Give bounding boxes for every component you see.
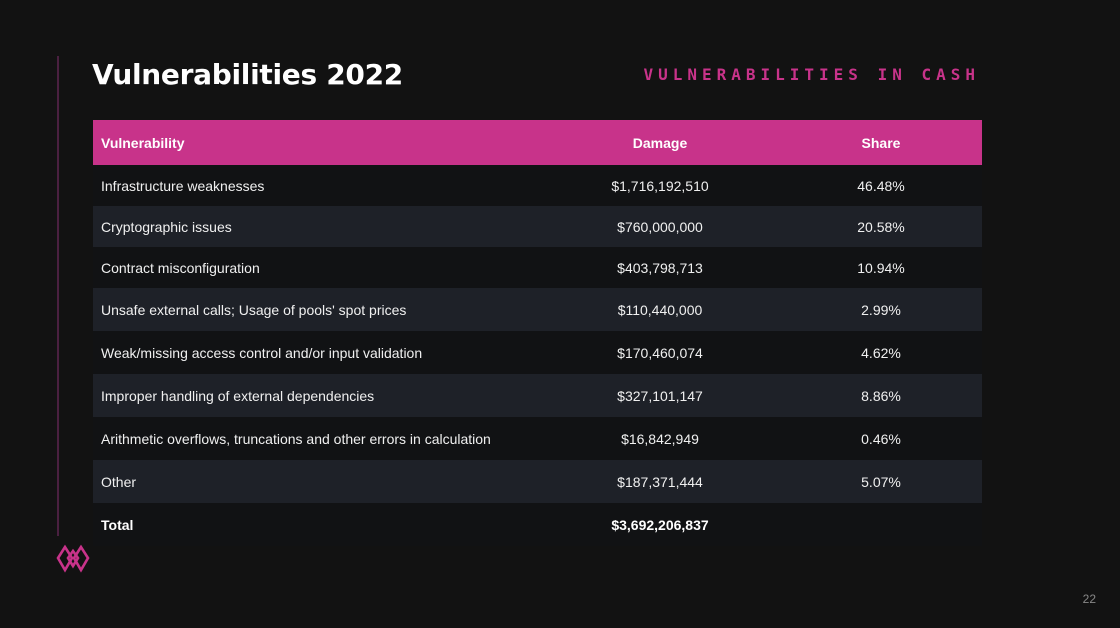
- cell-damage: $1,716,192,510: [540, 165, 780, 206]
- page-number: 22: [1082, 592, 1096, 606]
- total-damage: $3,692,206,837: [540, 503, 780, 546]
- table-row: Unsafe external calls; Usage of pools' s…: [93, 288, 982, 331]
- table-header-row: Vulnerability Damage Share: [93, 120, 982, 165]
- diamond-lattice-logo-icon: [56, 544, 90, 573]
- table-row: Cryptographic issues $760,000,000 20.58%: [93, 206, 982, 247]
- total-share: [780, 503, 982, 546]
- table-row: Contract misconfiguration $403,798,713 1…: [93, 247, 982, 288]
- cell-share: 2.99%: [780, 288, 982, 331]
- cell-vulnerability: Contract misconfiguration: [93, 247, 540, 288]
- cell-vulnerability: Cryptographic issues: [93, 206, 540, 247]
- header-damage: Damage: [540, 120, 780, 165]
- table-row: Infrastructure weaknesses $1,716,192,510…: [93, 165, 982, 206]
- cell-damage: $403,798,713: [540, 247, 780, 288]
- cell-vulnerability: Improper handling of external dependenci…: [93, 374, 540, 417]
- cell-damage: $16,842,949: [540, 417, 780, 460]
- cell-vulnerability: Weak/missing access control and/or input…: [93, 331, 540, 374]
- table-row: Weak/missing access control and/or input…: [93, 331, 982, 374]
- cell-damage: $170,460,074: [540, 331, 780, 374]
- cell-vulnerability: Infrastructure weaknesses: [93, 165, 540, 206]
- table-row: Arithmetic overflows, truncations and ot…: [93, 417, 982, 460]
- header-vulnerability: Vulnerability: [93, 120, 540, 165]
- cell-share: 0.46%: [780, 417, 982, 460]
- cell-damage: $187,371,444: [540, 460, 780, 503]
- cell-share: 5.07%: [780, 460, 982, 503]
- table-total-row: Total $3,692,206,837: [93, 503, 982, 546]
- cell-share: 10.94%: [780, 247, 982, 288]
- cell-damage: $760,000,000: [540, 206, 780, 247]
- cell-vulnerability: Unsafe external calls; Usage of pools' s…: [93, 288, 540, 331]
- slide-title: Vulnerabilities 2022: [92, 58, 403, 91]
- cell-vulnerability: Other: [93, 460, 540, 503]
- cell-share: 20.58%: [780, 206, 982, 247]
- total-label: Total: [93, 503, 540, 546]
- vulnerabilities-table: Vulnerability Damage Share Infrastructur…: [93, 120, 982, 546]
- header-share: Share: [780, 120, 982, 165]
- cell-vulnerability: Arithmetic overflows, truncations and ot…: [93, 417, 540, 460]
- cell-share: 4.62%: [780, 331, 982, 374]
- cell-share: 8.86%: [780, 374, 982, 417]
- slide-subtitle: VULNERABILITIES IN CASH: [643, 65, 980, 84]
- left-accent-line: [57, 56, 59, 536]
- table-row: Other $187,371,444 5.07%: [93, 460, 982, 503]
- cell-share: 46.48%: [780, 165, 982, 206]
- table-row: Improper handling of external dependenci…: [93, 374, 982, 417]
- cell-damage: $110,440,000: [540, 288, 780, 331]
- cell-damage: $327,101,147: [540, 374, 780, 417]
